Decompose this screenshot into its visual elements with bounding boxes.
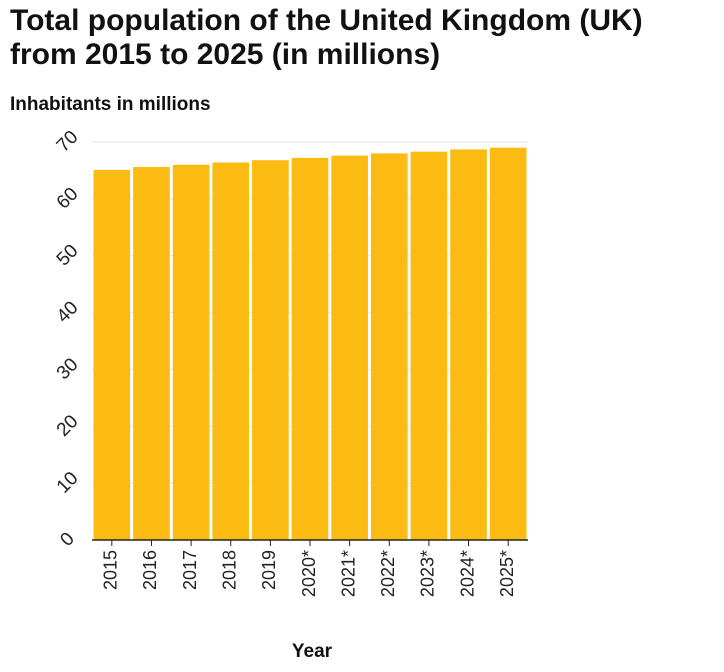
y-tick-label: 10 — [53, 468, 83, 498]
bar — [133, 167, 170, 540]
y-tick-label: 70 — [53, 127, 83, 157]
x-tick-labels: 2015 2016 2017 2018 2019 2020* 2021* 2022* 2023*… — [101, 540, 517, 597]
bar — [331, 155, 368, 540]
bar — [252, 160, 289, 541]
x-tick-label: 2021* — [338, 550, 358, 597]
x-axis-label: Year — [292, 641, 333, 662]
bar — [370, 153, 408, 540]
y-tick-label: 60 — [53, 184, 83, 214]
y-tick-label: 20 — [53, 411, 83, 441]
bar — [410, 151, 448, 540]
y-tick-label: 40 — [53, 297, 83, 327]
x-tick-label: 2018 — [219, 550, 239, 590]
bars — [93, 147, 527, 541]
bar — [93, 169, 131, 541]
chart-title: Total population of the United Kingdom (… — [10, 4, 643, 71]
y-tick-label: 0 — [56, 528, 78, 550]
y-tick-label: 30 — [53, 354, 83, 384]
bar — [489, 147, 527, 540]
x-tick-label: 2019 — [259, 550, 279, 590]
y-tick-labels: 0 10 20 30 40 50 60 70 — [53, 127, 83, 551]
bar — [212, 162, 250, 540]
x-tick-label: 2024* — [457, 550, 477, 597]
y-tick-label: 50 — [53, 240, 83, 270]
x-tick-label: 2023* — [418, 550, 438, 597]
bar — [450, 149, 487, 541]
x-tick-label: 2015 — [101, 550, 121, 590]
x-tick-label: 2025* — [497, 550, 517, 597]
bar — [291, 157, 329, 541]
x-tick-label: 2017 — [180, 550, 200, 590]
x-tick-label: 2020* — [299, 550, 319, 597]
y-axis-label: Inhabitants in millions — [10, 94, 211, 115]
bar — [172, 164, 210, 540]
x-tick-label: 2022* — [378, 550, 398, 597]
x-tick-label: 2016 — [140, 550, 160, 590]
